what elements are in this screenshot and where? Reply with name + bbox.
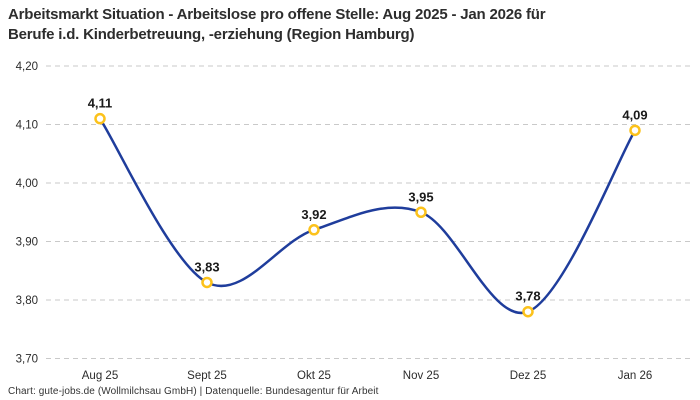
data-point-label: 4,11 [88, 96, 113, 111]
chart-title: Arbeitsmarkt Situation - Arbeitslose pro… [8, 5, 684, 45]
data-point-label: 3,92 [301, 207, 326, 222]
x-axis-tick-label: Jan 26 [618, 370, 653, 382]
data-point-label: 3,95 [408, 189, 433, 204]
data-line [98, 117, 637, 315]
x-axis-tick-label: Nov 25 [403, 370, 439, 382]
data-point-marker [629, 124, 641, 137]
chart-credit: Chart: gute-jobs.de (Wollmilchsau GmbH) … [8, 386, 379, 397]
data-point-marker [415, 206, 427, 218]
data-point-marker [94, 112, 106, 125]
data-point-marker [201, 276, 213, 289]
data-point-label: 4,09 [622, 107, 647, 122]
x-axis-tick-label: Okt 25 [297, 370, 331, 382]
data-point-label: 3,78 [515, 289, 540, 304]
chart-title-line-2: Berufe i.d. Kinderbetreuung, -erziehung … [8, 26, 415, 43]
x-axis-tick-label: Aug 25 [82, 370, 118, 382]
x-axis-tick-label: Sept 25 [187, 370, 227, 382]
y-axis-tick-label: 4,10 [16, 120, 38, 132]
y-axis-tick-label: 3,90 [16, 237, 38, 249]
x-axis-tick-label: Dez 25 [510, 370, 546, 382]
data-point-marker [522, 305, 534, 318]
y-axis-tick-label: 3,80 [16, 295, 38, 307]
data-point-label: 3,83 [194, 259, 219, 274]
y-axis-tick-label: 4,00 [16, 178, 38, 190]
chart-title-line-1: Arbeitsmarkt Situation - Arbeitslose pro… [8, 6, 546, 23]
data-point-marker [308, 224, 320, 236]
y-axis-tick-label: 3,70 [16, 354, 38, 366]
y-axis-tick-label: 4,20 [16, 61, 38, 73]
